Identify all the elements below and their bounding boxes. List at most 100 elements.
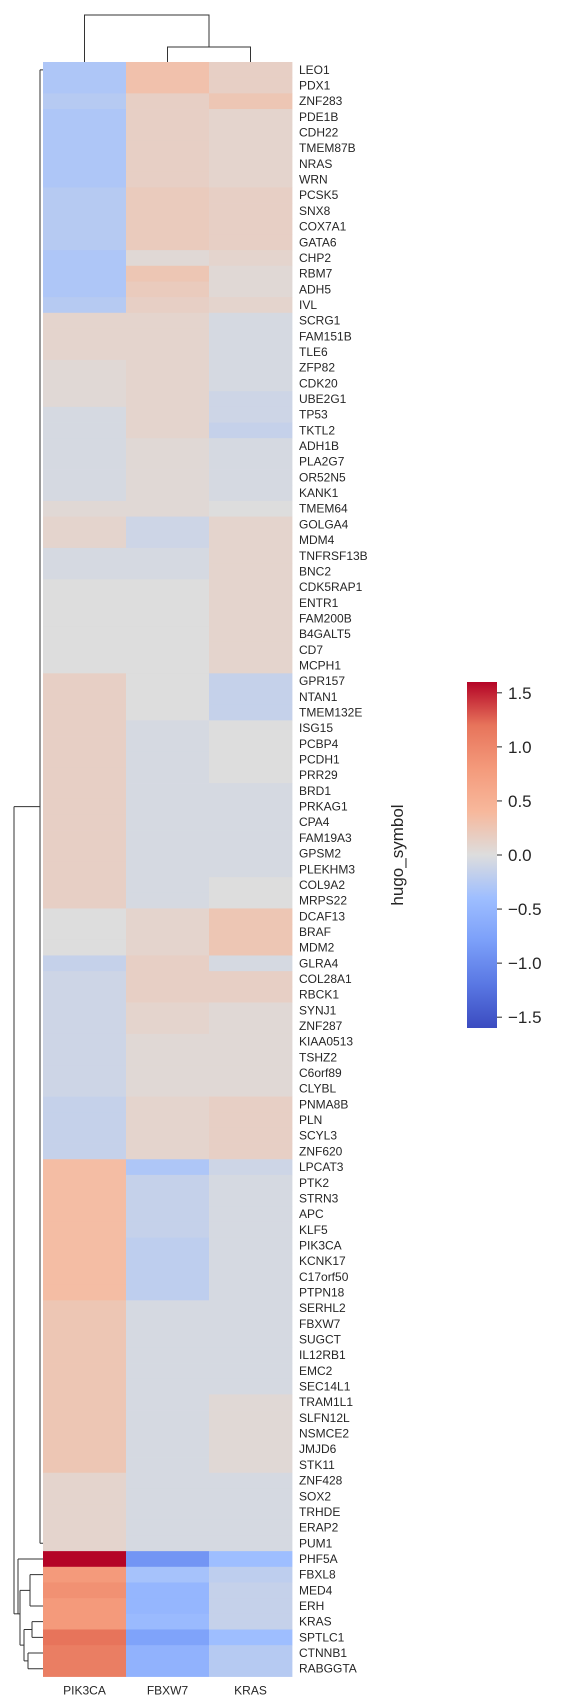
heatmap-cell: [209, 109, 293, 126]
heatmap-cell: [126, 1127, 210, 1144]
heatmap-cell: [126, 563, 210, 580]
row-label: CDK5RAP1: [299, 580, 363, 594]
row-label: BRD1: [299, 784, 331, 798]
heatmap-cell: [209, 1566, 293, 1583]
heatmap-cell: [209, 359, 293, 376]
heatmap-cell: [126, 720, 210, 737]
heatmap-cell: [126, 673, 210, 690]
heatmap-cell: [126, 1488, 210, 1505]
heatmap-cell: [209, 1127, 293, 1144]
heatmap-cell: [43, 453, 127, 470]
row-label: RBCK1: [299, 988, 339, 1002]
heatmap-cell: [126, 1425, 210, 1442]
heatmap-cell: [126, 109, 210, 126]
heatmap-cell: [126, 1018, 210, 1035]
row-label: NRAS: [299, 157, 332, 171]
heatmap-cell: [126, 77, 210, 94]
heatmap-cell: [209, 657, 293, 674]
heatmap-cell: [126, 1002, 210, 1019]
row-label: SEC14L1: [299, 1380, 351, 1394]
heatmap-cell: [209, 1645, 293, 1662]
heatmap-cell: [126, 704, 210, 721]
heatmap-cell: [209, 1660, 293, 1677]
row-label: IVL: [299, 298, 317, 312]
heatmap-cell: [209, 1629, 293, 1646]
heatmap-cell: [43, 1441, 127, 1458]
heatmap-cell: [209, 93, 293, 110]
heatmap-cell: [209, 814, 293, 831]
heatmap-cell: [126, 532, 210, 549]
row-label: ZNF287: [299, 1019, 343, 1033]
heatmap-cell: [209, 1112, 293, 1129]
heatmap-cell: [126, 1253, 210, 1270]
heatmap-cell: [209, 62, 293, 79]
heatmap-cell: [43, 297, 127, 314]
row-label: CPA4: [299, 815, 330, 829]
row-label: PLA2G7: [299, 455, 345, 469]
heatmap-cell: [209, 783, 293, 800]
heatmap-cell: [209, 1049, 293, 1066]
heatmap-cell: [126, 93, 210, 110]
heatmap-cell: [43, 877, 127, 894]
heatmap-cell: [209, 641, 293, 659]
heatmap-cell: [43, 939, 127, 956]
heatmap-cell: [126, 908, 210, 925]
heatmap-cell: [43, 908, 127, 925]
row-label: TMEM87B: [299, 141, 356, 155]
heatmap-cell: [209, 1504, 293, 1521]
row-label: FAM19A3: [299, 831, 352, 845]
heatmap-cell: [126, 986, 210, 1003]
heatmap-cell: [126, 250, 210, 267]
row-label: NSMCE2: [299, 1427, 349, 1441]
heatmap-cell: [43, 485, 127, 502]
heatmap-cell: [126, 1551, 210, 1568]
heatmap-cell: [209, 1143, 293, 1160]
heatmap-cell: [43, 516, 127, 533]
heatmap-cell: [126, 1033, 210, 1050]
row-label: GOLGA4: [299, 517, 349, 531]
heatmap-cell: [126, 814, 210, 831]
row-label: ZNF620: [299, 1144, 343, 1158]
row-label: MDM4: [299, 533, 335, 547]
row-label: PHF5A: [299, 1552, 338, 1566]
heatmap-cell: [43, 861, 127, 878]
heatmap-cell: [209, 77, 293, 94]
row-label: PIK3CA: [299, 1238, 342, 1252]
heatmap-cell: [43, 109, 127, 126]
heatmap-cell: [43, 610, 127, 627]
heatmap-cell: [43, 892, 127, 909]
heatmap-cell: [126, 1049, 210, 1066]
heatmap-cell: [43, 845, 127, 862]
heatmap-cell: [209, 877, 293, 894]
heatmap-cell: [126, 391, 210, 408]
heatmap-cell: [43, 156, 127, 173]
row-label: COX7A1: [299, 220, 347, 234]
heatmap-cell: [126, 516, 210, 533]
heatmap-cell: [43, 532, 127, 549]
heatmap-cell: [126, 1363, 210, 1380]
heatmap-cell: [43, 140, 127, 157]
heatmap-cell: [43, 594, 127, 612]
row-label: TRAM1L1: [299, 1395, 353, 1409]
heatmap-cell: [209, 845, 293, 862]
heatmap-cell: [209, 830, 293, 847]
heatmap-cell: [209, 1221, 293, 1239]
heatmap-cell: [209, 1535, 293, 1552]
heatmap-cell: [209, 720, 293, 737]
heatmap-cell: [126, 1472, 210, 1489]
heatmap-cell: [43, 814, 127, 831]
heatmap-cell: [126, 751, 210, 768]
heatmap-cell: [209, 406, 293, 423]
heatmap-cell: [126, 1221, 210, 1239]
heatmap-cell: [43, 1049, 127, 1066]
heatmap-cell: [43, 62, 127, 79]
row-label: RABGGTA: [299, 1662, 357, 1676]
heatmap-cell: [43, 1190, 127, 1207]
heatmap-cell: [126, 265, 210, 282]
heatmap-cell: [126, 281, 210, 298]
dendrogram-link: [84, 14, 210, 62]
row-label: BRAF: [299, 925, 331, 939]
heatmap-cell: [126, 359, 210, 376]
row-label: ADH5: [299, 282, 331, 296]
column-label: PIK3CA: [63, 1684, 106, 1698]
